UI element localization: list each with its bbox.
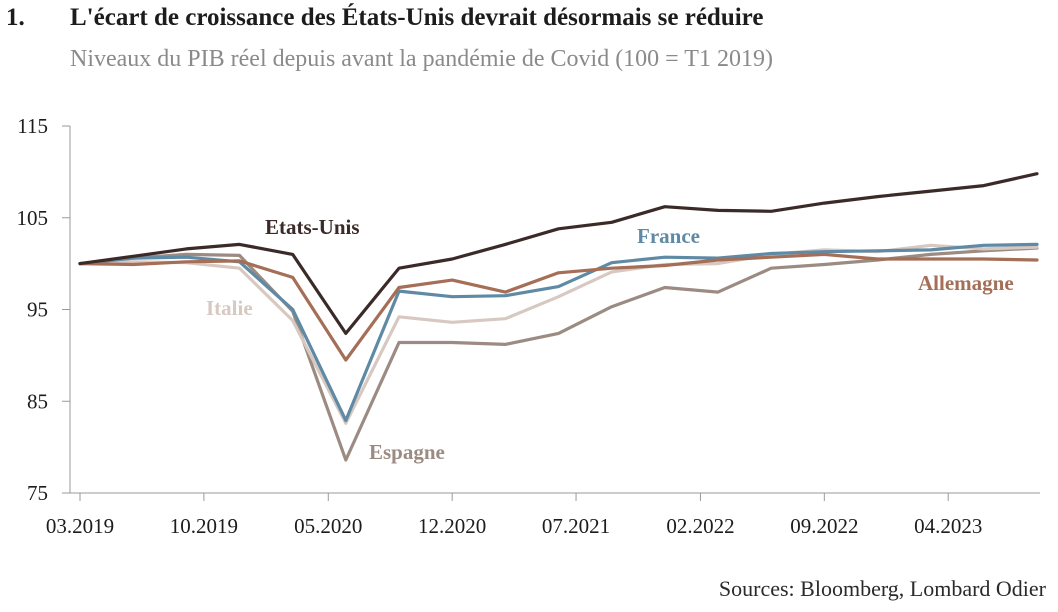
x-tick-label: 02.2022 bbox=[666, 514, 734, 538]
x-tick-label: 05.2020 bbox=[294, 514, 362, 538]
series-label-italie: Italie bbox=[206, 296, 253, 320]
x-tick-label: 09.2022 bbox=[790, 514, 858, 538]
source-note: Sources: Bloomberg, Lombard Odier bbox=[718, 576, 1046, 601]
x-tick-label: 03.2019 bbox=[46, 514, 114, 538]
series-line-espagne bbox=[78, 246, 1039, 462]
y-tick-label: 105 bbox=[17, 206, 49, 230]
series-label-france: France bbox=[637, 224, 700, 248]
chart-title: L'écart de croissance des États-Unis dev… bbox=[70, 4, 764, 31]
series-label-espagne: Espagne bbox=[369, 440, 445, 464]
series-label-allemagne: Allemagne bbox=[918, 271, 1014, 295]
series-labels: Espagne Italie France Allemagne Etats-Unis bbox=[206, 215, 1014, 464]
series-line-etats-unis bbox=[78, 172, 1039, 335]
x-tick-label: 10.2019 bbox=[170, 514, 238, 538]
series-line-allemagne bbox=[78, 252, 1039, 362]
y-tick-label: 95 bbox=[27, 298, 48, 322]
chart-subtitle: Niveaux du PIB réel depuis avant la pand… bbox=[70, 46, 773, 72]
x-tick-label: 04.2023 bbox=[914, 514, 982, 538]
y-tick-label: 115 bbox=[17, 114, 48, 138]
series-label-etats-unis: Etats-Unis bbox=[265, 215, 360, 239]
x-tick-label: 07.2021 bbox=[542, 514, 610, 538]
x-tick-label: 12.2020 bbox=[418, 514, 486, 538]
y-tick-label: 75 bbox=[27, 481, 48, 505]
axes: 75 85 95 105 115 03.2019 10.2019 05.2020 12.2020… bbox=[17, 114, 1040, 538]
series-lines bbox=[78, 172, 1039, 462]
y-tick-label: 85 bbox=[27, 389, 48, 413]
figure-number: 1. bbox=[6, 4, 25, 31]
